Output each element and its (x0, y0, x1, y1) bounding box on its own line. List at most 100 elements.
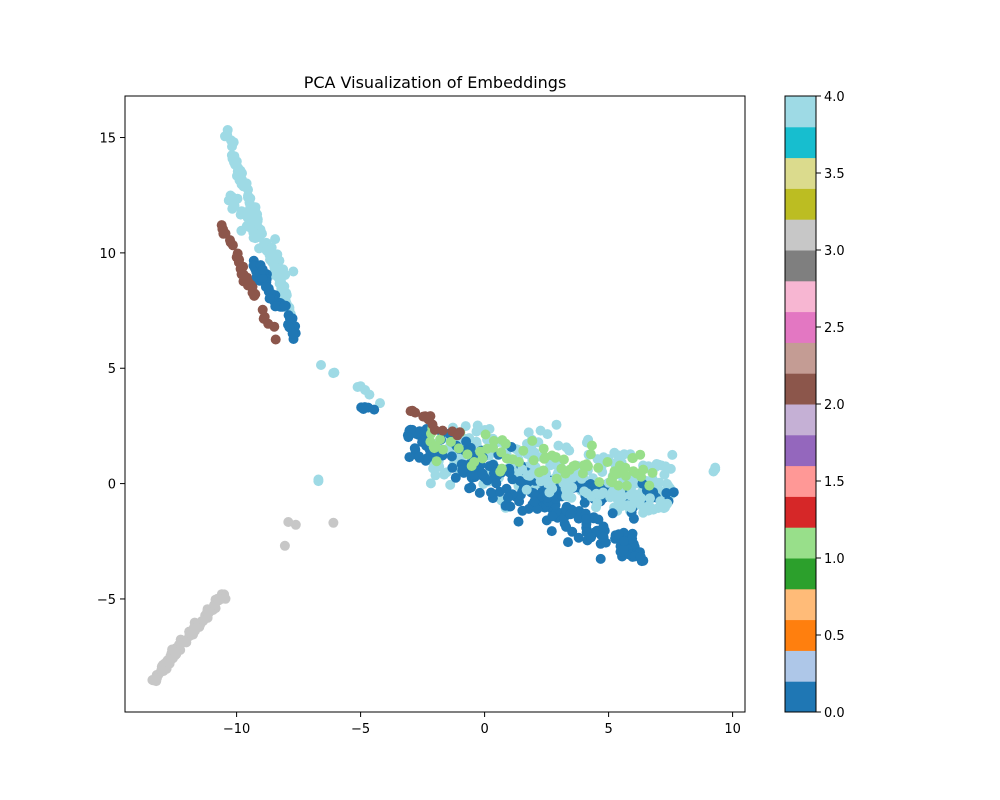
scatter-point (477, 453, 488, 464)
scatter-point (561, 521, 572, 532)
scatter-point (156, 665, 167, 676)
colorbar-tick-label: 4.0 (824, 90, 845, 105)
scatter-point (184, 626, 195, 637)
scatter-point (613, 468, 624, 479)
scatter-point (271, 301, 282, 311)
scatter-point (488, 435, 499, 446)
scatter-point (450, 472, 461, 483)
colorbar-segment (785, 681, 816, 713)
scatter-point (360, 385, 371, 395)
scatter-point (222, 125, 233, 135)
scatter-point (539, 453, 550, 464)
colorbar-segment (785, 96, 816, 128)
colorbar-segment (785, 157, 816, 189)
colorbar-segment (785, 527, 816, 559)
scatter-point (602, 457, 613, 467)
scatter-point (542, 429, 553, 440)
scatter-point (593, 514, 604, 525)
scatter-point (518, 445, 529, 456)
scatter-point (231, 156, 242, 167)
scatter-point (605, 476, 616, 487)
scatter-point (581, 514, 591, 524)
scatter-point (279, 540, 290, 551)
scatter-point (598, 521, 609, 532)
scatter-point (638, 464, 649, 475)
scatter-point (457, 465, 468, 476)
scatter-point (486, 487, 496, 498)
chart-title: PCA Visualization of Embeddings (304, 73, 567, 92)
scatter-point (551, 473, 562, 484)
scatter-point (235, 165, 246, 176)
scatter-point (260, 281, 271, 292)
scatter-point (621, 480, 632, 491)
colorbar-tick-label: 0.5 (824, 629, 845, 644)
scatter-point (538, 443, 549, 454)
scatter-point (271, 270, 282, 280)
colorbar-tick-label: 1.5 (824, 475, 845, 490)
scatter-point (181, 637, 192, 648)
colorbar-segment (785, 219, 816, 251)
x-tick-label: 10 (724, 722, 741, 737)
scatter-point (151, 673, 162, 684)
scatter-point (225, 237, 236, 248)
colorbar-segment (785, 188, 816, 220)
scatter-point (523, 427, 534, 438)
scatter-point (659, 469, 670, 480)
y-tick-label: 15 (99, 132, 116, 147)
scatter-point (626, 502, 637, 513)
scatter-point (628, 453, 638, 463)
scatter-point (573, 532, 584, 543)
colorbar-segment (785, 558, 816, 590)
scatter-point (504, 467, 515, 478)
scatter-point (556, 463, 567, 474)
scatter-point (252, 214, 263, 225)
scatter-point (653, 459, 664, 470)
scatter-point (313, 476, 324, 487)
scatter-point (431, 456, 442, 467)
scatter-point (452, 430, 463, 441)
scatter-point (496, 447, 507, 458)
scatter-point (287, 328, 298, 339)
scatter-point (583, 461, 593, 472)
scatter-point (422, 452, 433, 463)
colorbar-segment (785, 373, 816, 405)
scatter-point (482, 443, 493, 454)
scatter-point (477, 468, 488, 479)
scatter-point (620, 471, 631, 481)
colorbar-segment (785, 619, 816, 651)
scatter-point (352, 382, 363, 392)
scatter-point (618, 544, 629, 555)
scatter-point (665, 463, 676, 474)
scatter-point (250, 233, 261, 244)
scatter-point (445, 479, 456, 490)
scatter-point (316, 360, 326, 370)
scatter-point (288, 266, 299, 277)
scatter-point (595, 553, 606, 564)
colorbar-segment (785, 434, 816, 467)
colorbar-axis: 0.0 0.5 1.0 1.5 2.0 2.5 3.0 3.5 4.0 (816, 90, 845, 721)
colorbar-segment (785, 650, 816, 682)
scatter-point (328, 517, 339, 528)
scatter-point (635, 551, 646, 562)
scatter-point (403, 432, 414, 443)
scatter-point (594, 477, 605, 488)
scatter-point (517, 505, 528, 516)
scatter-point (667, 449, 678, 460)
scatter-point (480, 429, 491, 440)
scatter-point (425, 478, 436, 489)
scatter-point (409, 443, 420, 454)
scatter-point (505, 501, 516, 512)
scatter-point (551, 419, 562, 430)
scatter-point (613, 529, 624, 540)
scatter-point (464, 483, 475, 494)
scatter-point (658, 503, 669, 514)
scatter-point (636, 493, 646, 504)
y-tick-label: 5 (108, 362, 116, 377)
scatter-point (414, 451, 425, 462)
colorbar-segment (785, 342, 816, 374)
colorbar-segment (785, 311, 816, 343)
scatter-point (241, 178, 252, 189)
y-tick-label: 10 (99, 247, 116, 262)
scatter-point (233, 257, 244, 268)
